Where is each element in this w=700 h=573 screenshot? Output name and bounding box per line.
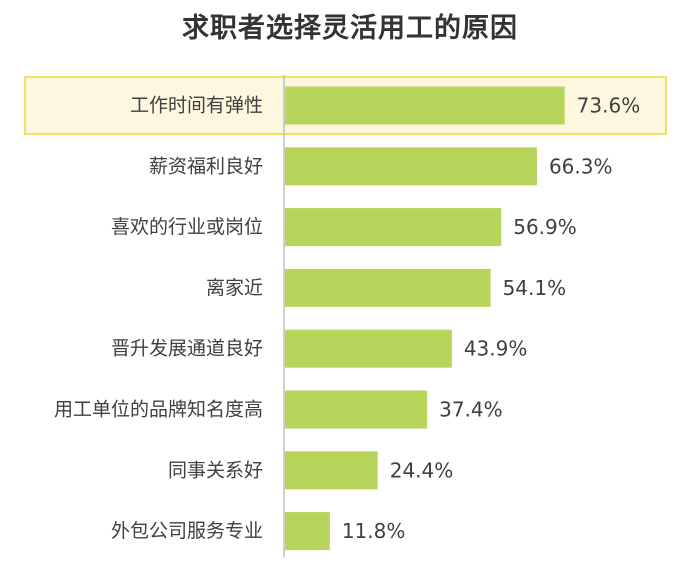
bar <box>285 86 565 125</box>
category-label: 晋升发展通道良好 <box>111 338 263 360</box>
value-label: 73.6% <box>577 94 641 118</box>
value-label: 66.3% <box>549 154 613 178</box>
category-label: 外包公司服务专业 <box>111 520 263 542</box>
value-label: 43.9% <box>464 337 528 361</box>
category-label: 喜欢的行业或岗位 <box>111 216 263 238</box>
bar <box>285 390 428 429</box>
category-label: 离家近 <box>206 277 263 299</box>
bar <box>285 451 378 490</box>
bar <box>285 329 452 368</box>
category-label: 薪资福利良好 <box>149 155 263 177</box>
bar <box>285 268 491 307</box>
category-label: 同事关系好 <box>168 459 263 481</box>
value-label: 11.8% <box>342 519 406 543</box>
value-label: 24.4% <box>390 458 454 482</box>
bar <box>285 147 537 186</box>
value-label: 56.9% <box>513 215 577 239</box>
chart-title: 求职者选择灵活用工的原因 <box>182 13 518 44</box>
category-label: 用工单位的品牌知名度高 <box>54 399 263 421</box>
value-label: 54.1% <box>503 276 567 300</box>
category-label: 工作时间有弹性 <box>130 95 263 117</box>
value-label: 37.4% <box>439 398 503 422</box>
bar <box>285 512 330 551</box>
bar <box>285 208 502 247</box>
